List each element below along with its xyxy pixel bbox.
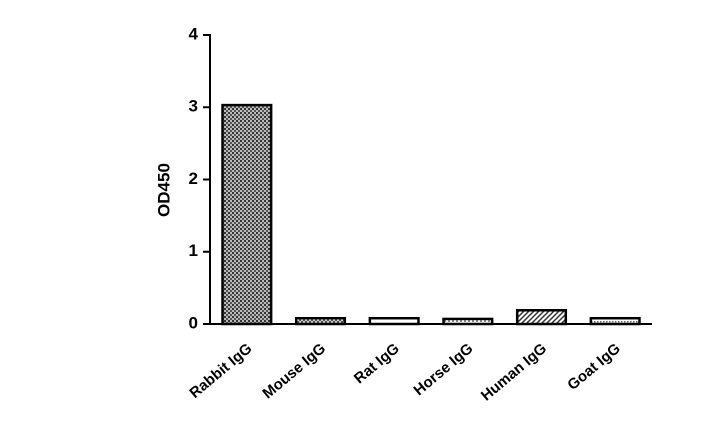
x-tick-label: Horse IgG	[411, 340, 477, 399]
y-tick-label: 3	[189, 97, 198, 116]
y-tick-label: 1	[189, 241, 198, 260]
x-tick-label: Human IgG	[478, 340, 550, 404]
y-tick-label: 4	[189, 24, 199, 43]
bar	[221, 103, 273, 326]
x-tick-label: Rabbit IgG	[186, 340, 255, 402]
y-tick-label: 2	[189, 169, 198, 188]
y-tick-label: 0	[189, 313, 198, 332]
y-axis-label: OD450	[154, 163, 173, 217]
x-tick-label: Rat IgG	[351, 340, 403, 387]
x-tick-label: Mouse IgG	[259, 340, 329, 402]
bar	[515, 309, 568, 326]
x-tick-label: Goat IgG	[564, 340, 623, 394]
